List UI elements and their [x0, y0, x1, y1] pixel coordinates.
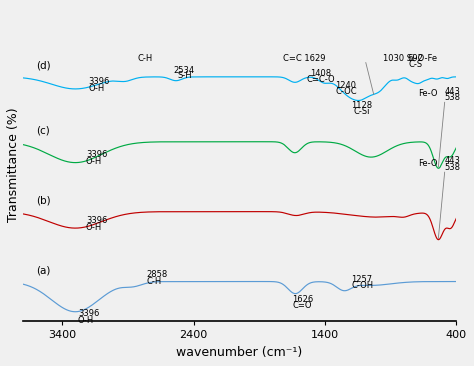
- Text: C-H: C-H: [137, 54, 152, 63]
- Text: 3396: 3396: [86, 216, 107, 225]
- Text: 3396: 3396: [86, 150, 107, 159]
- Text: 2858: 2858: [146, 270, 167, 279]
- Text: (d): (d): [36, 61, 51, 71]
- Text: 1030 Si-O-Fe: 1030 Si-O-Fe: [383, 54, 437, 63]
- Text: 692: 692: [408, 54, 424, 63]
- Text: 538: 538: [445, 93, 461, 102]
- Text: 2534: 2534: [174, 66, 195, 75]
- Text: 443: 443: [445, 87, 461, 96]
- Text: 1240: 1240: [336, 81, 356, 90]
- Text: 443: 443: [445, 156, 461, 165]
- Text: C=O: C=O: [293, 300, 312, 310]
- Text: (b): (b): [36, 195, 51, 205]
- Y-axis label: Transmittance (%): Transmittance (%): [7, 107, 20, 221]
- Text: O-H: O-H: [86, 157, 102, 166]
- X-axis label: wavenumber (cm⁻¹): wavenumber (cm⁻¹): [176, 346, 303, 359]
- Text: C-OC: C-OC: [335, 87, 357, 96]
- Text: 3396: 3396: [89, 77, 110, 86]
- Text: 1408: 1408: [310, 69, 332, 78]
- Text: S-H: S-H: [177, 71, 191, 80]
- Text: 1257: 1257: [351, 275, 373, 284]
- Text: O-H: O-H: [89, 84, 105, 93]
- Text: C-S: C-S: [409, 60, 423, 69]
- Text: (a): (a): [36, 265, 50, 275]
- Text: C-H: C-H: [146, 277, 162, 286]
- Text: O-H: O-H: [78, 316, 94, 325]
- Text: (c): (c): [36, 126, 50, 135]
- Text: Fe-O: Fe-O: [418, 89, 437, 98]
- Text: C-Si: C-Si: [354, 107, 370, 116]
- Text: 1626: 1626: [292, 295, 313, 304]
- Text: 538: 538: [445, 163, 461, 172]
- Text: C=C 1629: C=C 1629: [283, 54, 326, 63]
- Text: C-OH: C-OH: [351, 281, 374, 290]
- Text: O-H: O-H: [86, 223, 102, 232]
- Text: C=C-O: C=C-O: [307, 75, 336, 83]
- Text: Fe-O: Fe-O: [418, 159, 437, 168]
- Text: 1128: 1128: [351, 101, 373, 110]
- Text: 3396: 3396: [78, 309, 100, 318]
